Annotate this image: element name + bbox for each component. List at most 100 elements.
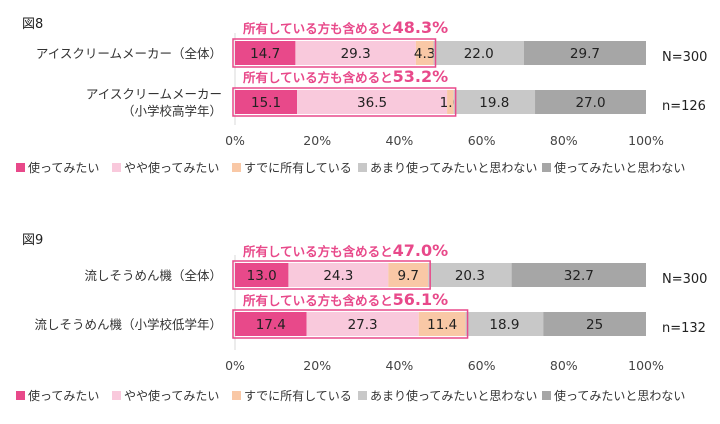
bar-segment — [535, 90, 646, 114]
bar-segment — [235, 90, 298, 114]
bar-segment — [235, 41, 296, 65]
data-label: 29.3 — [341, 46, 371, 62]
data-label: 15.1 — [251, 95, 281, 111]
chart-title: 図8 — [22, 17, 43, 32]
bar-segment — [306, 312, 419, 336]
callout-value: 47.0% — [393, 241, 449, 260]
callout-value: 56.1% — [393, 290, 449, 309]
legend-swatch — [232, 391, 241, 400]
x-tick-label: 0% — [225, 358, 245, 373]
chart-9: 図9 流しそうめん機（全体） 13.0 24.3 9.7 20.3 32.7 所有している方も… — [16, 233, 707, 403]
data-label: 24.3 — [323, 268, 353, 284]
legend-label: あまり使ってみたいと思わない — [370, 160, 537, 175]
data-label: 9.7 — [397, 268, 418, 284]
legend-label: あまり使ってみたいと思わない — [370, 388, 537, 403]
n-label: N=300 — [662, 50, 707, 65]
category-label: アイスクリームメーカー — [86, 87, 222, 102]
chart-title: 図9 — [22, 233, 43, 248]
legend-swatch — [542, 163, 551, 172]
bar-segment — [418, 312, 466, 336]
legend-swatch — [358, 391, 367, 400]
legend-label: すでに所有している — [244, 161, 352, 175]
callout-prefix: 所有している方も含めると — [243, 21, 393, 36]
legend-label: 使ってみたいと思わない — [554, 160, 685, 175]
n-label: n=132 — [662, 321, 706, 336]
x-tick-label: 60% — [468, 133, 496, 148]
legend-swatch — [542, 391, 551, 400]
x-tick-label: 80% — [550, 133, 578, 148]
bar-segment — [415, 41, 434, 65]
x-tick-label: 20% — [303, 133, 331, 148]
data-label: 17.4 — [256, 317, 286, 333]
data-label: 25 — [586, 317, 603, 333]
bar-segment — [453, 90, 536, 114]
chart-8: 図8 アイスクリームメーカー（全体） 14.7 29.3 4.3 22.0 29.7 所有して… — [16, 17, 707, 175]
x-tick-label: 0% — [225, 133, 245, 148]
bar-segment — [388, 263, 429, 287]
data-label: 27.3 — [348, 317, 378, 333]
callout-value: 53.2% — [393, 67, 449, 86]
x-tick-label: 100% — [628, 133, 664, 148]
n-label: n=126 — [662, 99, 706, 114]
category-label: アイスクリームメーカー（全体） — [36, 46, 222, 61]
x-tick-label: 40% — [386, 133, 414, 148]
category-label: 流しそうめん機（全体） — [84, 268, 222, 283]
legend-swatch — [16, 163, 25, 172]
callout-label: 所有している方も含めると47.0% — [243, 241, 448, 260]
data-label: 11.4 — [427, 317, 457, 333]
callout-label: 所有している方も含めると53.2% — [243, 67, 448, 86]
bar-segment — [428, 263, 512, 287]
bar-segment — [523, 41, 646, 65]
data-label: 13.0 — [247, 268, 277, 284]
data-label: 20.3 — [455, 268, 485, 284]
callout-prefix: 所有している方も含めると — [243, 70, 393, 85]
bar-segment — [543, 312, 646, 336]
bar-segment — [433, 41, 524, 65]
legend-label: 使ってみたい — [28, 388, 99, 403]
legend-swatch — [16, 391, 25, 400]
x-tick-label: 80% — [550, 358, 578, 373]
data-label: 29.7 — [570, 46, 600, 62]
callout-prefix: 所有している方も含めると — [243, 244, 393, 259]
data-label: 22.0 — [464, 46, 494, 62]
bar-segment — [297, 90, 448, 114]
legend-swatch — [112, 391, 121, 400]
legend-swatch — [232, 163, 241, 172]
legend-label: 使ってみたいと思わない — [554, 388, 685, 403]
bar-segment — [235, 312, 307, 336]
bar-segment — [511, 263, 646, 287]
callout-label: 所有している方も含めると48.3% — [243, 18, 448, 37]
bar-segment — [465, 312, 544, 336]
highlight-box — [232, 260, 431, 290]
x-tick-label: 20% — [303, 358, 331, 373]
data-label: 36.5 — [357, 95, 387, 111]
bar-segment — [235, 263, 289, 287]
data-label: 32.7 — [564, 268, 594, 284]
data-label: 14.7 — [250, 46, 280, 62]
x-tick-label: 60% — [468, 358, 496, 373]
category-label: （小学校高学年） — [122, 104, 222, 119]
n-label: N=300 — [662, 272, 707, 287]
legend-label: やや使ってみたい — [124, 160, 219, 175]
highlight-box — [232, 87, 457, 117]
callout-value: 48.3% — [393, 18, 449, 37]
legend-label: やや使ってみたい — [124, 388, 219, 403]
legend-swatch — [112, 163, 121, 172]
category-label: 流しそうめん機（小学校低学年） — [34, 317, 222, 332]
data-label: 18.9 — [489, 317, 519, 333]
legend-label: すでに所有している — [244, 389, 352, 403]
data-label: 4.3 — [414, 46, 435, 62]
bar-segment — [295, 41, 416, 65]
highlight-box — [232, 38, 437, 68]
bar-segment — [447, 90, 454, 114]
highlight-box — [232, 309, 469, 339]
data-label: 19.8 — [479, 95, 509, 111]
legend-swatch — [358, 163, 367, 172]
callout-label: 所有している方も含めると56.1% — [243, 290, 448, 309]
callout-prefix: 所有している方も含めると — [243, 293, 393, 308]
data-label: 27.0 — [575, 95, 605, 111]
bar-segment — [288, 263, 389, 287]
legend-label: 使ってみたい — [28, 160, 99, 175]
x-tick-label: 100% — [628, 358, 664, 373]
